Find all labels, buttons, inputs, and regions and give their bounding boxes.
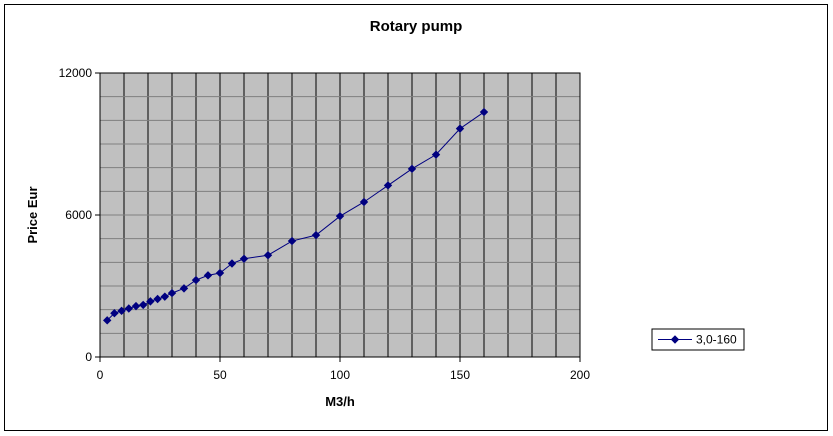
data-point — [311, 230, 321, 240]
legend-marker — [670, 335, 680, 344]
data-point — [167, 288, 177, 298]
data-point — [383, 181, 393, 190]
x-axis-title: M3/h — [325, 394, 355, 409]
data-point — [479, 107, 489, 117]
data-point — [117, 306, 126, 316]
data-point — [203, 271, 213, 280]
legend-label: 3,0-160 — [696, 333, 737, 347]
data-point — [146, 297, 155, 306]
data-point — [407, 164, 417, 174]
chart-title: Rotary pump — [370, 18, 463, 35]
data-point — [431, 150, 441, 159]
legend-box — [651, 328, 745, 351]
y-tick-label: 0 — [85, 350, 92, 364]
data-point — [287, 236, 297, 246]
y-axis-title: Price Eur — [25, 186, 40, 243]
data-point — [153, 294, 162, 304]
y-tick-label: 12000 — [59, 66, 93, 80]
data-point — [138, 300, 148, 310]
x-tick-label: 50 — [213, 368, 227, 382]
data-point — [215, 268, 225, 278]
x-tick-label: 0 — [97, 368, 104, 382]
x-tick-label: 150 — [450, 368, 470, 382]
x-tick-label: 100 — [330, 368, 350, 382]
data-point — [124, 304, 134, 313]
data-point — [160, 292, 170, 301]
data-point — [239, 254, 249, 263]
data-point — [179, 284, 189, 293]
legend: 3,0-160 — [651, 328, 745, 351]
data-point — [263, 251, 273, 260]
y-tick-label: 6000 — [65, 208, 92, 222]
data-point — [110, 309, 119, 318]
data-point — [191, 275, 201, 285]
plot-area: 0 50 100 150 200 0 6000 12000 — [59, 66, 591, 382]
data-point — [227, 259, 237, 268]
data-point — [102, 316, 112, 325]
data-point — [455, 124, 465, 133]
data-point — [335, 211, 345, 221]
data-point — [359, 197, 369, 207]
x-tick-label: 200 — [570, 368, 590, 382]
data-point — [131, 301, 141, 311]
